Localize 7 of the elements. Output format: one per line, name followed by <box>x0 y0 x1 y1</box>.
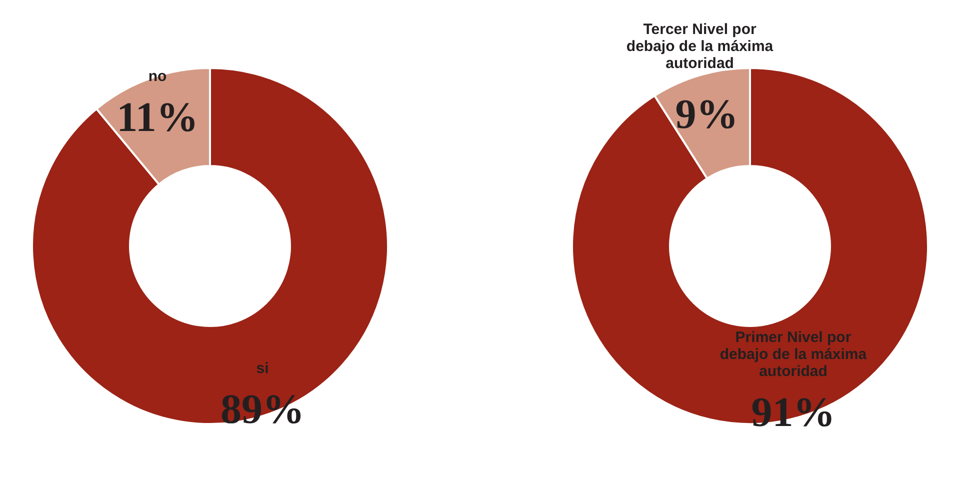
donut-slice <box>31 67 389 425</box>
slice-label: Tercer Nivel por debajo de la máxima autoridad <box>626 21 774 72</box>
data-label: 9% <box>675 92 738 138</box>
slice-label: si <box>256 360 269 377</box>
data-label: 11% <box>116 95 198 142</box>
slice-label: Primer Nivel por debajo de la máxima autoridad <box>720 328 868 380</box>
donut-slice <box>571 67 929 425</box>
